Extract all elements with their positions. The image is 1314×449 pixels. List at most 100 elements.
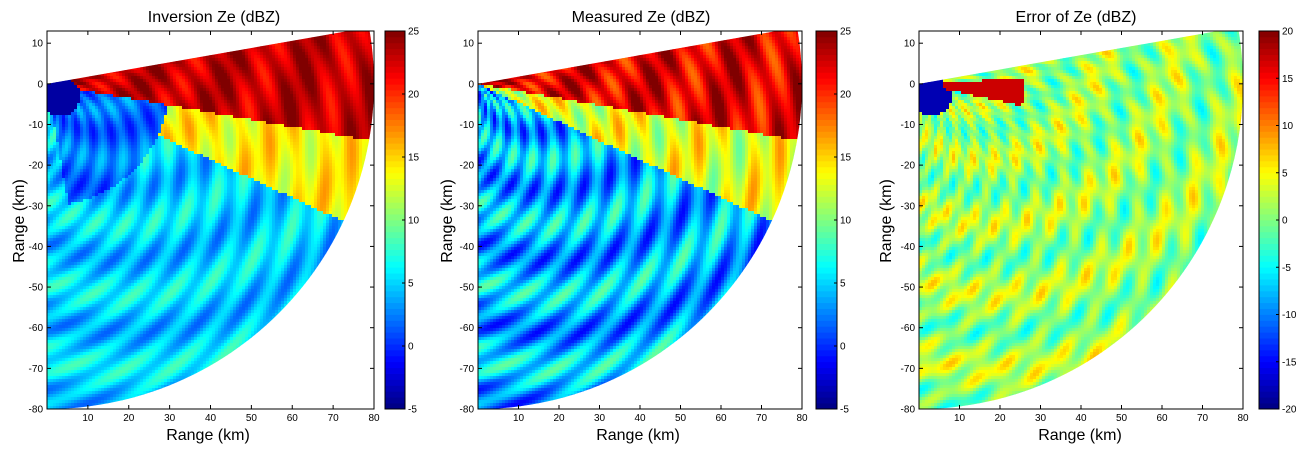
heatmap-cell [119,355,123,359]
heatmap-cell [146,94,150,98]
heatmap-cell [92,160,96,164]
heatmap-cell [158,136,162,140]
heatmap-cell [98,94,102,98]
heatmap-cell [128,385,132,389]
heatmap-cell [62,199,66,203]
heatmap-cell [80,367,84,371]
heatmap-cell [74,79,78,83]
heatmap-cell [47,337,51,341]
heatmap-cell [98,397,102,401]
heatmap-cell [161,277,165,281]
heatmap-cell [74,112,78,116]
heatmap-cell [161,235,165,239]
heatmap-cell [152,79,156,83]
heatmap-cell [62,298,66,302]
heatmap-cell [152,109,156,113]
heatmap-cell [56,334,60,338]
heatmap-cell [95,91,99,95]
heatmap-cell [155,367,159,371]
heatmap-cell [149,343,153,347]
heatmap-cell [116,82,120,86]
heatmap-cell [86,214,90,218]
heatmap-cell [50,130,54,134]
heatmap-cell [50,397,54,401]
heatmap-cell [125,304,129,308]
heatmap-cell [89,130,93,134]
heatmap-cell [50,292,54,296]
heatmap-cell [143,94,147,98]
heatmap-cell [80,133,84,137]
heatmap-cell [62,403,66,407]
heatmap-cell [56,346,60,350]
heatmap-cell [110,274,114,278]
heatmap-cell [128,262,132,266]
heatmap-cell [131,124,135,128]
heatmap-cell [92,400,96,404]
heatmap-cell [50,244,54,248]
heatmap-cell [113,106,117,110]
heatmap-cell [143,328,147,332]
heatmap-cell [83,358,87,362]
heatmap-cell [107,103,111,107]
heatmap-cell [149,289,153,293]
heatmap-cell [164,229,168,233]
heatmap-cell [128,214,132,218]
heatmap-cell [140,304,144,308]
heatmap-cell [143,334,147,338]
heatmap-cell [137,259,141,263]
heatmap-cell [71,274,75,278]
heatmap-cell [83,229,87,233]
heatmap-cell [134,184,138,188]
heatmap-cell [68,109,72,113]
heatmap-cell [140,367,144,371]
heatmap-cell [164,310,168,314]
heatmap-cell [98,376,102,380]
heatmap-cell [152,277,156,281]
heatmap-cell [149,265,153,269]
heatmap-cell [98,334,102,338]
heatmap-cell [122,184,126,188]
heatmap-cell [101,349,105,353]
heatmap-cell [101,385,105,389]
heatmap-cell [86,184,90,188]
heatmap-cell [89,403,93,407]
heatmap-cell [116,160,120,164]
heatmap-cell [53,253,57,257]
heatmap-cell [65,136,69,140]
heatmap-cell [128,112,132,116]
heatmap-cell [113,295,117,299]
heatmap-cell [101,169,105,173]
heatmap-cell [110,238,114,242]
heatmap-cell [158,382,162,386]
heatmap-cell [50,361,54,365]
heatmap-cell [53,112,57,116]
heatmap-cell [89,127,93,131]
heatmap-cell [95,367,99,371]
heatmap-cell [155,127,159,131]
heatmap-cell [68,400,72,404]
heatmap-cell [56,340,60,344]
heatmap-cell [53,289,57,293]
heatmap-cell [116,208,120,212]
heatmap-cell [104,88,108,92]
heatmap-cell [71,364,75,368]
heatmap-cell [101,358,105,362]
heatmap-cell [86,247,90,251]
heatmap-cell [104,181,108,185]
heatmap-cell [122,382,126,386]
heatmap-cell [131,247,135,251]
heatmap-cell [83,277,87,281]
heatmap-cell [83,217,87,221]
heatmap-cell [113,82,117,86]
heatmap-cell [86,163,90,167]
heatmap-cell [62,193,66,197]
heatmap-cell [95,358,99,362]
heatmap-cell [149,205,153,209]
heatmap-cell [59,235,63,239]
heatmap-cell [80,127,84,131]
heatmap-cell [50,280,54,284]
heatmap-cell [113,232,117,236]
heatmap-cell [92,223,96,227]
heatmap-cell [101,379,105,383]
heatmap-cell [68,340,72,344]
